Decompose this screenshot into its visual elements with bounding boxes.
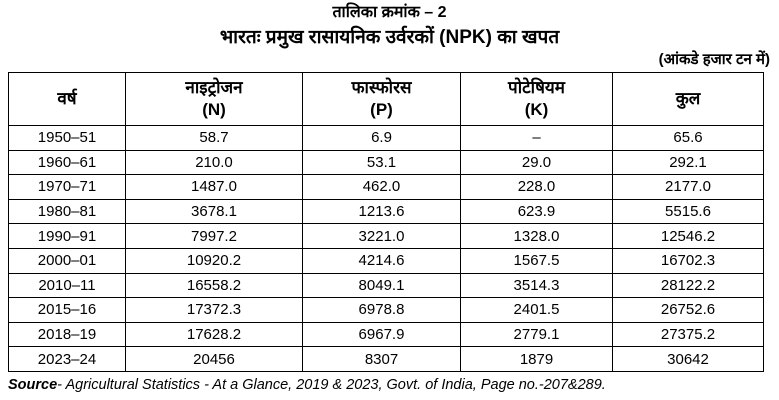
header-phosphorus-symbol: (P) bbox=[370, 100, 393, 119]
total-cell: 2177.0 bbox=[612, 174, 764, 200]
table-number-title: तालिका क्रमांक – 2 bbox=[332, 4, 447, 21]
page-title: भारतः प्रमुख रासायनिक उर्वरकों (NPK) का … bbox=[219, 27, 560, 48]
phosphorus-cell: 462.0 bbox=[302, 174, 461, 200]
phosphorus-cell: 1213.6 bbox=[302, 198, 461, 225]
total-cell: 28122.2 bbox=[612, 272, 764, 299]
year-cell: 1990–91 bbox=[8, 223, 126, 249]
source-text: - Agricultural Statistics - At a Glance,… bbox=[57, 377, 606, 393]
phosphorus-cell: 8049.1 bbox=[302, 272, 461, 299]
potassium-cell: 228.0 bbox=[460, 174, 613, 200]
potassium-cell: 3514.3 bbox=[460, 272, 613, 299]
potassium-cell: 623.9 bbox=[460, 198, 613, 225]
phosphorus-cell: 6967.9 bbox=[302, 321, 461, 348]
table-body: 1950–51 58.7 6.9 – 65.6 1960–61 210.0 53… bbox=[8, 125, 764, 372]
phosphorus-cell: 6.9 bbox=[302, 125, 461, 151]
nitrogen-cell: 17372.3 bbox=[125, 297, 303, 323]
table-row: 1970–71 1487.0 462.0 228.0 2177.0 bbox=[8, 174, 764, 200]
year-cell: 1960–61 bbox=[8, 149, 126, 176]
potassium-cell: 29.0 bbox=[460, 149, 613, 176]
year-cell: 2000–01 bbox=[8, 247, 126, 274]
total-cell: 30642 bbox=[612, 346, 764, 372]
potassium-cell: 1567.5 bbox=[460, 247, 613, 274]
fertilizer-consumption-table: वर्ष नाइट्रोजन (N) फास्फोरस (P) पोटेषियम (K… bbox=[8, 72, 764, 372]
table-row: 2018–19 17628.2 6967.9 2779.1 27375.2 bbox=[8, 321, 764, 348]
table-header: वर्ष नाइट्रोजन (N) फास्फोरस (P) पोटेषियम (K… bbox=[8, 72, 764, 126]
potassium-cell: 2401.5 bbox=[460, 297, 613, 323]
header-potassium: पोटेषियम (K) bbox=[460, 72, 613, 126]
header-year: वर्ष bbox=[8, 72, 126, 126]
phosphorus-cell: 6978.8 bbox=[302, 297, 461, 323]
nitrogen-cell: 1487.0 bbox=[125, 174, 303, 200]
year-cell: 2010–11 bbox=[8, 272, 126, 299]
header-phosphorus-label: फास्फोरस bbox=[351, 78, 412, 97]
source-label: Source bbox=[8, 377, 58, 393]
nitrogen-cell: 58.7 bbox=[125, 125, 303, 151]
table-row: 1980–81 3678.1 1213.6 623.9 5515.6 bbox=[8, 198, 764, 225]
year-cell: 1970–71 bbox=[8, 174, 126, 200]
table-row: 2015–16 17372.3 6978.8 2401.5 26752.6 bbox=[8, 297, 764, 323]
header-potassium-symbol: (K) bbox=[524, 100, 549, 119]
nitrogen-cell: 16558.2 bbox=[125, 272, 303, 299]
phosphorus-cell: 3221.0 bbox=[302, 223, 461, 249]
nitrogen-cell: 210.0 bbox=[125, 149, 303, 176]
phosphorus-cell: 4214.6 bbox=[302, 247, 461, 274]
total-cell: 27375.2 bbox=[612, 321, 764, 348]
nitrogen-cell: 7997.2 bbox=[125, 223, 303, 249]
total-cell: 16702.3 bbox=[612, 247, 764, 274]
source-line: Source- Agricultural Statistics - At a G… bbox=[8, 376, 606, 395]
table-row: 1990–91 7997.2 3221.0 1328.0 12546.2 bbox=[8, 223, 764, 249]
total-cell: 12546.2 bbox=[612, 223, 764, 249]
phosphorus-cell: 53.1 bbox=[302, 149, 461, 176]
table-row: 2023–24 20456 8307 1879 30642 bbox=[8, 346, 764, 372]
table-row: 2010–11 16558.2 8049.1 3514.3 28122.2 bbox=[8, 272, 764, 299]
year-cell: 2018–19 bbox=[8, 321, 126, 348]
header-row: वर्ष नाइट्रोजन (N) फास्फोरस (P) पोटेषियम (K… bbox=[8, 72, 764, 126]
header-nitrogen: नाइट्रोजन (N) bbox=[125, 72, 303, 126]
total-cell: 292.1 bbox=[612, 149, 764, 176]
header-nitrogen-symbol: (N) bbox=[202, 100, 226, 119]
header-total: कुल bbox=[612, 72, 764, 126]
potassium-cell: 2779.1 bbox=[460, 321, 613, 348]
table-row: 1950–51 58.7 6.9 – 65.6 bbox=[8, 125, 764, 151]
phosphorus-cell: 8307 bbox=[302, 346, 461, 372]
header-potassium-label: पोटेषियम bbox=[508, 78, 565, 97]
potassium-cell: 1328.0 bbox=[460, 223, 613, 249]
total-cell: 65.6 bbox=[612, 125, 764, 151]
nitrogen-cell: 20456 bbox=[125, 346, 303, 372]
year-cell: 1950–51 bbox=[8, 125, 126, 151]
table-row: 1960–61 210.0 53.1 29.0 292.1 bbox=[8, 149, 764, 176]
header-total-label: कुल bbox=[675, 89, 701, 108]
year-cell: 2023–24 bbox=[8, 346, 126, 372]
table-row: 2000–01 10920.2 4214.6 1567.5 16702.3 bbox=[8, 247, 764, 274]
nitrogen-cell: 3678.1 bbox=[125, 198, 303, 225]
header-phosphorus: फास्फोरस (P) bbox=[302, 72, 461, 126]
header-year-label: वर्ष bbox=[57, 89, 77, 108]
total-cell: 5515.6 bbox=[612, 198, 764, 225]
nitrogen-cell: 10920.2 bbox=[125, 247, 303, 274]
total-cell: 26752.6 bbox=[612, 297, 764, 323]
header-nitrogen-label: नाइट्रोजन bbox=[185, 78, 243, 97]
nitrogen-cell: 17628.2 bbox=[125, 321, 303, 348]
year-cell: 2015–16 bbox=[8, 297, 126, 323]
year-cell: 1980–81 bbox=[8, 198, 126, 225]
unit-note: (आंकडे हजार टन में) bbox=[658, 51, 770, 68]
potassium-cell: 1879 bbox=[460, 346, 613, 372]
potassium-cell: – bbox=[460, 125, 613, 151]
